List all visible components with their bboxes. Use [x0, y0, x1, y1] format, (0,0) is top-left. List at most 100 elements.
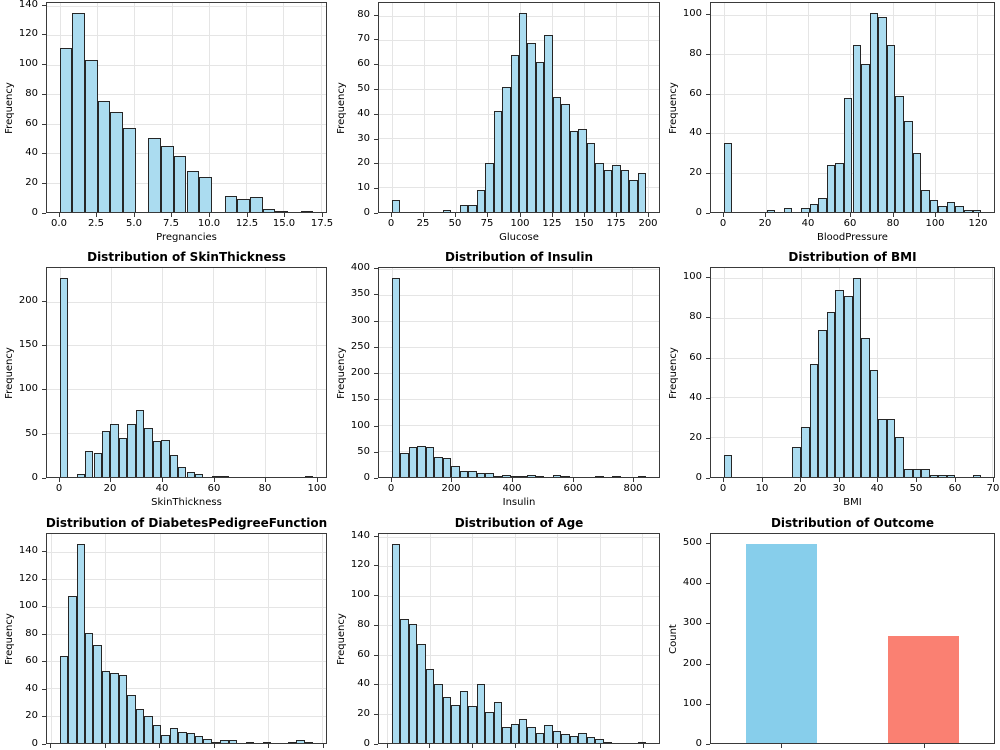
histogram-bar [203, 738, 212, 743]
histogram-bar [485, 162, 494, 212]
histogram-bar [76, 543, 86, 743]
histogram-bar [723, 455, 733, 477]
histogram-bar [144, 715, 153, 743]
y-tick-label: 100 [682, 698, 702, 709]
histogram-bar [569, 735, 579, 743]
gridline-vertical [723, 3, 725, 212]
y-tick-mark [706, 14, 710, 15]
y-tick-mark [42, 478, 46, 479]
x-tick-mark [105, 744, 106, 748]
y-tick-mark [374, 114, 378, 115]
gridline-horizontal [47, 606, 326, 608]
histogram-bar [518, 13, 528, 212]
histogram-bar [304, 741, 314, 743]
histogram-bar [101, 431, 111, 477]
y-tick-mark [42, 689, 46, 690]
histogram-bar [955, 206, 964, 212]
histogram-bar [468, 470, 477, 477]
histogram-bar [304, 476, 314, 477]
histogram-bar [123, 128, 136, 212]
histogram-bar [152, 725, 162, 743]
histogram-bar [912, 469, 922, 477]
histogram-bar [843, 296, 853, 477]
histogram-bar [249, 197, 263, 212]
x-tick-mark [159, 744, 160, 748]
x-axis-label-skinthickness: SkinThickness [151, 497, 222, 508]
y-tick-mark [374, 188, 378, 189]
histogram-bar [93, 453, 102, 477]
x-tick-label: 60 [207, 483, 221, 494]
histogram-bar [527, 42, 536, 212]
chart-title-insulin: Distribution of Insulin [444, 250, 594, 264]
histogram-bar [224, 195, 238, 212]
y-tick-mark [706, 583, 710, 584]
histogram-bar [783, 208, 793, 212]
histogram-bar [578, 128, 587, 212]
gridline-vertical [762, 268, 764, 477]
y-tick-mark [374, 399, 378, 400]
y-axis-label-skinthickness: Frequency [4, 346, 15, 399]
gridline-vertical [451, 268, 453, 477]
x-tick-mark [723, 213, 724, 217]
x-tick-label: 5.0 [126, 218, 142, 229]
gridline-vertical [487, 3, 489, 212]
plot-area-pregnancies [46, 2, 327, 213]
histogram-bar [964, 210, 973, 212]
y-tick-label: 400 [350, 262, 370, 273]
y-tick-label: 80 [357, 9, 370, 20]
y-tick-mark [706, 744, 710, 745]
y-tick-mark [374, 139, 378, 140]
histogram-bar [519, 476, 528, 477]
histogram-bar [569, 130, 579, 212]
y-tick-label: 40 [689, 392, 702, 403]
gridline-horizontal [379, 595, 659, 597]
y-tick-label: 0 [363, 207, 370, 218]
y-tick-label: 100 [350, 420, 370, 431]
histogram-bar [245, 741, 255, 743]
y-tick-label: 20 [689, 432, 702, 443]
gridline-horizontal [379, 625, 659, 627]
histogram-bar [68, 595, 77, 743]
x-tick-label: 70 [986, 483, 1000, 494]
y-tick-mark [374, 213, 378, 214]
gridline-vertical [915, 268, 917, 477]
y-tick-label: 20 [689, 167, 702, 178]
histogram-bar [561, 734, 570, 743]
histogram-bar [921, 469, 930, 477]
histogram-bar [502, 475, 511, 477]
histogram-bar [792, 447, 802, 477]
x-tick-mark [993, 478, 994, 482]
x-tick-mark [800, 478, 801, 482]
x-tick-mark [265, 478, 266, 482]
gridline-vertical [246, 3, 248, 212]
x-tick-label: 125 [542, 218, 562, 229]
y-tick-mark [42, 124, 46, 125]
histogram-bar [835, 162, 844, 212]
histogram-bar [493, 111, 503, 212]
gridline-vertical [110, 268, 112, 477]
gridline-horizontal [379, 373, 659, 375]
x-tick-label: 0 [387, 218, 395, 229]
plot-area-bmi [710, 267, 995, 478]
histogram-bar [938, 475, 947, 477]
histogram-bar [552, 731, 562, 743]
y-tick-mark [374, 268, 378, 269]
plot-area-glucose [378, 2, 660, 213]
histogram-bar [76, 473, 86, 477]
histogram-bar [629, 180, 638, 212]
histogram-bar [903, 121, 913, 212]
x-tick-mark [512, 478, 513, 482]
y-tick-mark [374, 321, 378, 322]
histogram-bar [510, 475, 519, 477]
histogram-bar [852, 278, 862, 477]
y-tick-label: 0 [695, 738, 702, 749]
histogram-bar [723, 143, 733, 212]
x-tick-mark [955, 478, 956, 482]
x-tick-mark [214, 478, 215, 482]
y-tick-mark [42, 301, 46, 302]
histogram-bar [476, 189, 486, 212]
y-tick-mark [42, 551, 46, 552]
histogram-bar [552, 96, 562, 212]
histogram-bar [85, 632, 94, 743]
y-tick-mark [374, 478, 378, 479]
